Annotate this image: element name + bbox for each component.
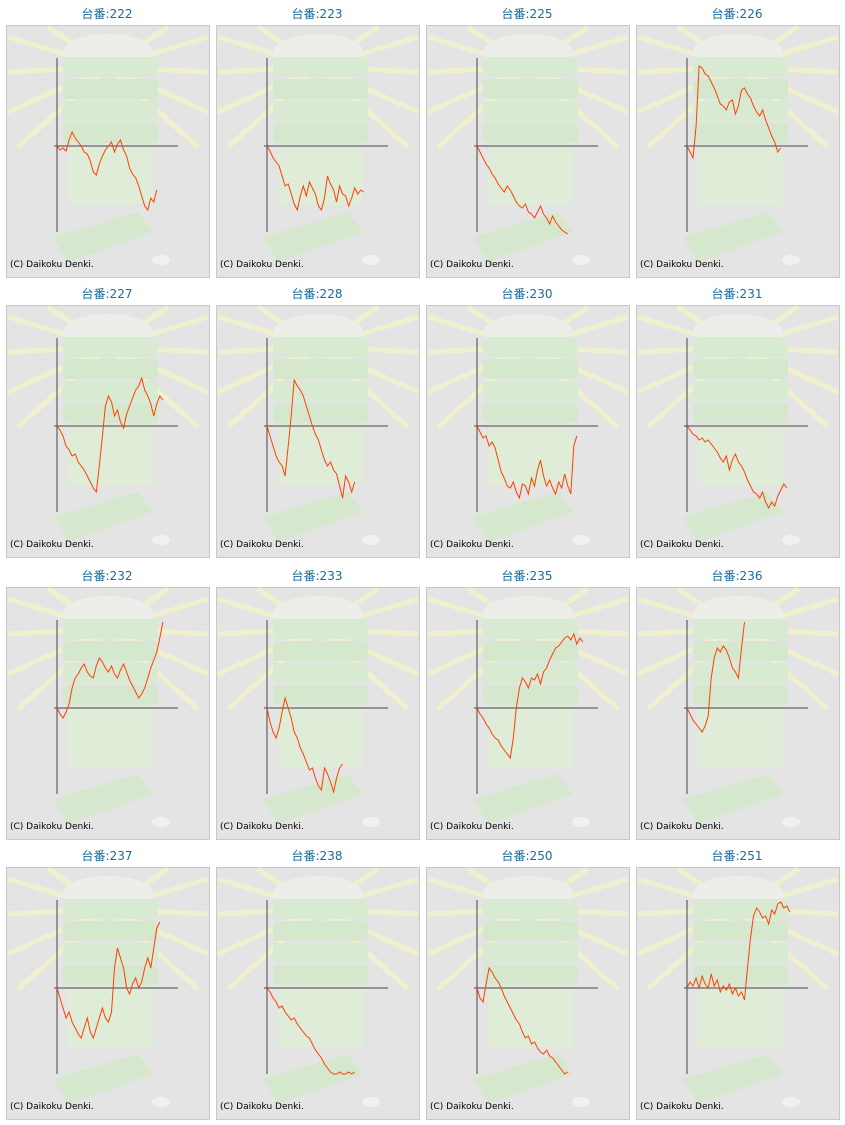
copyright: (C) Daikoku Denki. xyxy=(430,540,514,550)
chart-title: 台番:235 xyxy=(502,568,553,583)
chart-cell: 台番:227 (C) Daikoku Denki. xyxy=(7,286,210,558)
copyright: (C) Daikoku Denki. xyxy=(640,260,724,270)
chart-title: 台番:225 xyxy=(502,6,553,21)
chart-cell: 台番:228 (C) Daikoku Denki. xyxy=(217,286,420,558)
chart-title: 台番:251 xyxy=(712,848,763,863)
chart-title: 台番:232 xyxy=(82,568,133,583)
data-line xyxy=(686,425,788,510)
chart-cell: 台番:238 (C) Daikoku Denki. xyxy=(217,848,420,1120)
data-line xyxy=(686,65,782,160)
data-line xyxy=(266,696,343,794)
copyright: (C) Daikoku Denki. xyxy=(640,1102,724,1112)
chart-title: 台番:250 xyxy=(502,848,553,863)
copyright: (C) Daikoku Denki. xyxy=(640,540,724,550)
copyright: (C) Daikoku Denki. xyxy=(220,1102,304,1112)
chart-title: 台番:230 xyxy=(502,286,553,301)
copyright: (C) Daikoku Denki. xyxy=(10,540,94,550)
data-line xyxy=(56,921,161,1040)
chart-cell: 台番:226 (C) Daikoku Denki. xyxy=(637,6,840,278)
chart-cell: 台番:233 (C) Daikoku Denki. xyxy=(217,568,420,840)
chart-cell: 台番:235 (C) Daikoku Denki. xyxy=(427,568,630,840)
data-line xyxy=(476,632,584,760)
data-line xyxy=(56,376,164,494)
chart-cell: 台番:222 (C) Daikoku Denki. xyxy=(7,6,210,278)
chart-cell: 台番:237 (C) Daikoku Denki. xyxy=(7,848,210,1120)
copyright: (C) Daikoku Denki. xyxy=(430,1102,514,1112)
chart-title: 台番:222 xyxy=(82,6,133,21)
copyright: (C) Daikoku Denki. xyxy=(10,1102,94,1112)
chart-title: 台番:228 xyxy=(292,286,343,301)
chart-title: 台番:233 xyxy=(292,568,343,583)
data-line xyxy=(476,145,569,235)
chart-title: 台番:238 xyxy=(292,848,343,863)
data-line xyxy=(686,901,791,1001)
copyright: (C) Daikoku Denki. xyxy=(640,822,724,832)
data-line xyxy=(266,987,355,1075)
chart-cell: 台番:250 (C) Daikoku Denki. xyxy=(427,848,630,1120)
copyright: (C) Daikoku Denki. xyxy=(220,540,304,550)
data-line xyxy=(266,378,356,499)
data-line xyxy=(686,621,745,733)
data-line xyxy=(476,966,569,1075)
chart-title: 台番:227 xyxy=(82,286,133,301)
data-line xyxy=(56,130,158,212)
copyright: (C) Daikoku Denki. xyxy=(10,260,94,270)
copyright: (C) Daikoku Denki. xyxy=(220,260,304,270)
chart-title: 台番:226 xyxy=(712,6,763,21)
chart-cell: 台番:230 (C) Daikoku Denki. xyxy=(427,286,630,558)
chart-cell: 台番:232 (C) Daikoku Denki. xyxy=(7,568,210,840)
chart-title: 台番:237 xyxy=(82,848,133,863)
data-line xyxy=(56,621,164,719)
chart-cell: 台番:236 (C) Daikoku Denki. xyxy=(637,568,840,840)
chart-cell: 台番:251 (C) Daikoku Denki. xyxy=(637,848,840,1120)
chart-cell: 台番:231 (C) Daikoku Denki. xyxy=(637,286,840,558)
chart-title: 台番:231 xyxy=(712,286,763,301)
copyright: (C) Daikoku Denki. xyxy=(220,822,304,832)
data-line xyxy=(476,425,578,500)
chart-title: 台番:223 xyxy=(292,6,343,21)
data-line xyxy=(266,145,365,212)
chart-cell: 台番:223 (C) Daikoku Denki. xyxy=(217,6,420,278)
copyright: (C) Daikoku Denki. xyxy=(430,822,514,832)
copyright: (C) Daikoku Denki. xyxy=(10,822,94,832)
chart-cell: 台番:225 (C) Daikoku Denki. xyxy=(427,6,630,278)
copyright: (C) Daikoku Denki. xyxy=(430,260,514,270)
chart-title: 台番:236 xyxy=(712,568,763,583)
